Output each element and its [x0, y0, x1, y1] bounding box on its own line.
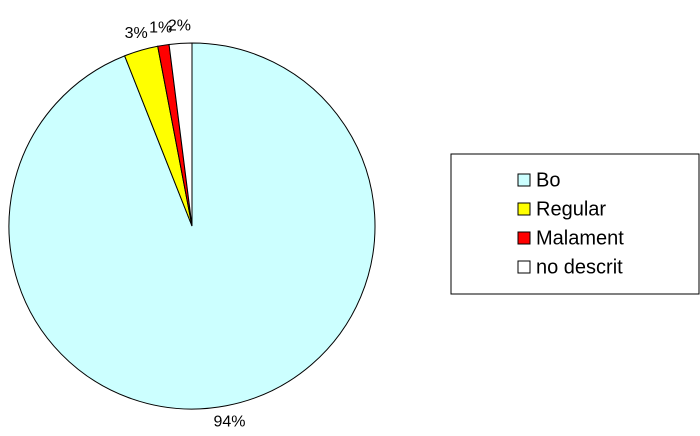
data-label: 1%	[149, 20, 172, 37]
pie-slice	[168, 42, 193, 227]
legend-swatch	[517, 173, 531, 187]
data-label: 3%	[125, 25, 148, 42]
legend-label: Malament	[536, 227, 624, 249]
legend-swatch	[517, 202, 531, 216]
legend-label: Bo	[536, 169, 560, 191]
legend-label: no descrit	[536, 256, 623, 278]
legend-swatch	[517, 231, 531, 245]
legend-swatch	[517, 260, 531, 274]
legend-box	[450, 153, 700, 295]
legend-label: Regular	[536, 198, 606, 220]
data-label: 2%	[168, 18, 191, 35]
data-label: 94%	[213, 414, 245, 431]
